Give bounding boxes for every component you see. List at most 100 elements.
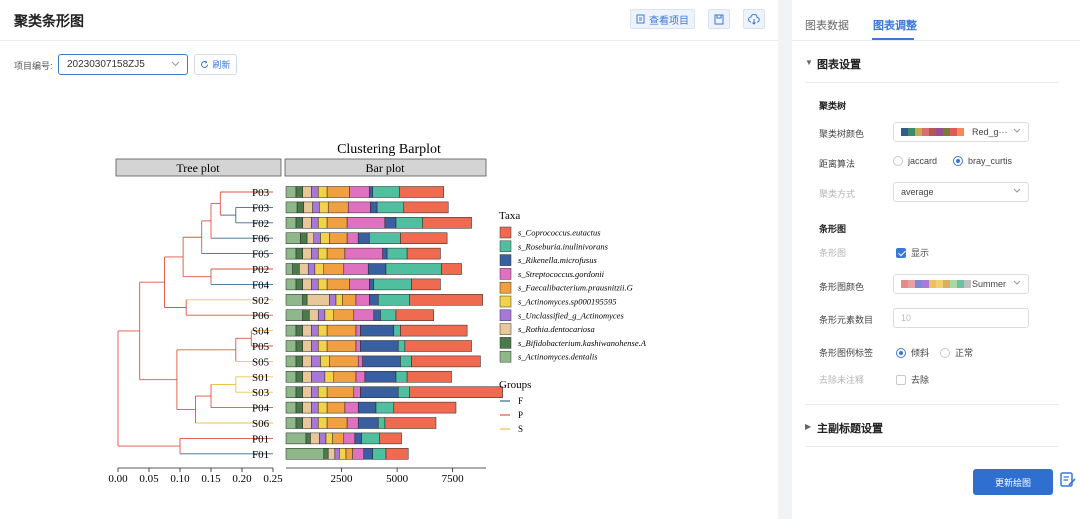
radio-italic[interactable]: 倾斜: [896, 346, 929, 359]
color-swatch: [957, 128, 964, 136]
save-button[interactable]: [708, 9, 730, 29]
color-swatch: [964, 280, 971, 288]
bar-segment: [317, 247, 328, 260]
bar-segment: [373, 278, 412, 291]
checkbox-checked[interactable]: [896, 247, 906, 258]
sample-label: S06: [252, 418, 270, 430]
bar-segment: [295, 186, 303, 198]
bar-segment: [380, 309, 397, 321]
bar-segment: [409, 386, 503, 398]
sample-labels: P03 F03 F02 F06 F05 P02 F04 S02 P06 S04 P05 S05 S01 S…: [252, 187, 270, 461]
bar-subsection-title: 条形图: [819, 224, 847, 234]
radio-normal-circle[interactable]: [940, 347, 950, 358]
bar-segment: [333, 371, 357, 383]
bar-segment: [327, 448, 336, 460]
bar-segment: [295, 401, 303, 414]
bar-segment: [395, 217, 423, 229]
taxa-legend-swatch: [499, 281, 512, 294]
tree-color-select[interactable]: Red_g···: [893, 122, 1029, 142]
bar-color-label: 条形图颜色: [819, 282, 865, 292]
refresh-label: 刷新: [212, 60, 231, 70]
bar-segment: [295, 355, 303, 368]
section-divider: [805, 82, 1059, 83]
legend-label: 条形图例标签: [819, 348, 874, 358]
bar-segment: [355, 324, 361, 337]
collapse-arrow-icon[interactable]: ▼: [805, 58, 813, 67]
remove-unannotated-checkbox[interactable]: 去除: [896, 373, 929, 386]
radio-italic-circle[interactable]: [896, 347, 906, 358]
bar-segment: [326, 186, 350, 198]
bar-segment: [403, 201, 449, 214]
bar-segment: [327, 201, 349, 214]
bar-segment: [400, 232, 448, 244]
bar-segment: [317, 324, 328, 337]
radio-jaccard-label: jaccard: [908, 156, 938, 166]
view-project-button[interactable]: 查看项目: [630, 9, 695, 29]
bar-segment: [302, 294, 308, 306]
bar-segment: [317, 401, 328, 414]
bar-show-checkbox[interactable]: 显示: [896, 246, 929, 259]
bar-panel-header: [284, 158, 487, 177]
radio-bray-curtis-circle[interactable]: [953, 156, 963, 166]
bar-segment: [393, 401, 457, 414]
radio-jaccard-circle[interactable]: [893, 156, 903, 166]
sample-label: S02: [252, 295, 269, 307]
download-button[interactable]: [743, 9, 765, 29]
update-plot-button[interactable]: 更新绘图: [973, 469, 1053, 495]
bar-segment: [285, 278, 297, 291]
bar-segment: [311, 417, 319, 429]
bar-segment: [326, 324, 357, 337]
checkbox-unchecked[interactable]: [896, 374, 906, 385]
edit-note-icon[interactable]: [1058, 470, 1078, 490]
bar-segment: [313, 232, 321, 244]
bar-segment: [311, 371, 326, 383]
bar-segment: [311, 386, 319, 398]
bar-elements-input[interactable]: 10: [893, 308, 1029, 328]
bar-segment: [400, 324, 468, 337]
project-value: 20230307158ZJ5: [67, 59, 145, 70]
bar-segment: [346, 232, 359, 244]
save-icon: [714, 14, 724, 24]
bar-segment: [285, 417, 297, 429]
bar-color-select[interactable]: Summer: [893, 274, 1029, 294]
bar-segment: [404, 340, 472, 352]
color-swatch: [950, 280, 957, 288]
tab-chart-adjust[interactable]: 图表调整: [873, 20, 917, 32]
bar-segment: [295, 278, 303, 291]
tab-chart-data[interactable]: 图表数据: [805, 20, 849, 32]
bar-segment: [355, 371, 366, 383]
cluster-method-select[interactable]: average: [893, 182, 1029, 202]
bar-segment: [372, 186, 400, 198]
radio-bray-curtis[interactable]: bray_curtis: [953, 156, 1012, 166]
tree-tick-label: 0.20: [232, 473, 252, 485]
project-select[interactable]: 20230307158ZJ5: [58, 54, 188, 75]
sample-label: F03: [252, 202, 270, 214]
titles-section-title[interactable]: 主副标题设置: [817, 423, 883, 435]
bar-segment: [314, 263, 325, 275]
bar-segment: [377, 417, 386, 429]
bar-segment: [299, 263, 309, 275]
tree-color-label: 聚类树颜色: [819, 129, 865, 139]
taxa-legend-label: s_Rikenella.microfusus: [518, 255, 597, 265]
clustering-barplot-chart: Clustering Barplot Tree plot Bar plot P0…: [108, 142, 646, 485]
chart-settings-section-title[interactable]: 图表设置: [817, 59, 861, 71]
groups-legend-title: Groups: [499, 379, 531, 391]
refresh-button[interactable]: 刷新: [194, 54, 237, 75]
bar-segment: [319, 432, 327, 445]
taxa-legend-swatch: [499, 295, 512, 308]
taxa-legend-swatch: [499, 268, 512, 280]
bar-segment: [302, 186, 312, 198]
taxa-legend-swatch: [499, 240, 512, 253]
bar-segment: [397, 340, 406, 352]
bar-segment: [307, 263, 316, 275]
bar-segment: [344, 401, 359, 414]
radio-normal[interactable]: 正常: [940, 346, 973, 359]
bar-segment: [422, 217, 472, 229]
refresh-icon: [201, 60, 209, 68]
bar-color-value: Summer: [972, 279, 1007, 289]
bar-segment: [375, 401, 395, 414]
expand-arrow-icon[interactable]: ▶: [805, 422, 812, 431]
groups-legend: FPS: [500, 396, 523, 434]
radio-jaccard[interactable]: jaccard: [893, 156, 937, 166]
taxa-legend-label: s_Faecalibacterium.prausnitzii.G: [518, 283, 633, 293]
